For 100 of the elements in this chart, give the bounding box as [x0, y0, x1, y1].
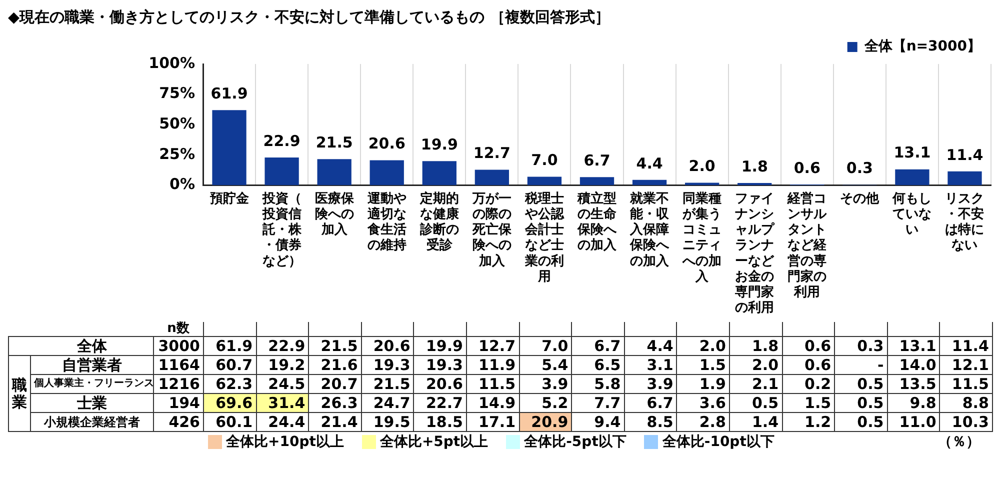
text: 全体比+10pt以上 [226, 433, 344, 451]
text: 全体比+5pt以上 [380, 433, 488, 451]
y2-tick-label: 194 [154, 394, 204, 412]
data-label: 7.0 [531, 151, 558, 170]
data-label: 12.7 [466, 336, 520, 356]
y2-axis-title: n数 [166, 321, 190, 336]
data-label: 9.4 [572, 412, 624, 432]
x-tick-label: 万が一の際の死亡保険への加入 [471, 191, 512, 269]
data-label: 60.1 [204, 412, 256, 432]
data-label: 5.2 [519, 394, 572, 412]
y-tick-label: 全体 [30, 336, 154, 356]
data-label: 21.5 [361, 374, 414, 394]
x-tick-label: 就業不能・収入保障保険への加入 [629, 190, 670, 269]
data-label: 22.9 [263, 132, 300, 150]
data-label: 5.8 [572, 374, 624, 394]
data-label: 1.5 [676, 356, 730, 374]
y-tick-label: 50% [159, 114, 195, 132]
data-label: 20.6 [414, 374, 466, 394]
y2-tick-label: 3000 [154, 336, 204, 356]
data-label: 61.9 [210, 84, 248, 103]
data-label: 0.5 [729, 394, 782, 412]
data-label: 14.9 [466, 394, 520, 412]
data-label: 21.6 [308, 356, 362, 374]
data-label: 11.5 [940, 374, 992, 394]
data-label: 11.4 [946, 146, 984, 164]
data-label: 2.0 [688, 157, 716, 176]
data-label: 3.9 [624, 374, 677, 394]
data-label: 0.5 [834, 394, 888, 412]
y2-tick-label: 1164 [154, 356, 204, 374]
data-label: 0.3 [834, 336, 888, 356]
bar [527, 176, 562, 186]
y-tick-label: 25% [159, 144, 195, 163]
bar [632, 180, 667, 186]
data-label: 18.5 [414, 412, 466, 432]
x-tick-label: リスク・不安は特にない [945, 191, 984, 254]
x-tick-label: ファイナンシャルプランナーなどお金の専門家の利用 [734, 191, 776, 316]
x-tick-label: その他 [840, 191, 880, 206]
bar [370, 160, 404, 186]
x-tick-label: 医療保険への加入 [314, 190, 355, 238]
data-label: 13.1 [887, 336, 940, 356]
bar [474, 170, 510, 186]
data-label: 1.5 [782, 394, 835, 412]
data-label: 5.4 [519, 356, 572, 374]
data-label: 20.6 [361, 336, 414, 356]
x-tick-label: 預貯金 [208, 190, 250, 206]
data-label: 20.9 [519, 412, 572, 432]
text: （％） [938, 433, 980, 451]
data-label: 1.4 [729, 412, 782, 432]
data-label: 24.5 [256, 374, 309, 394]
data-label: 4.4 [636, 154, 663, 172]
data-label: 3.9 [519, 374, 572, 394]
data-label: 19.9 [420, 135, 458, 154]
data-label: 1.2 [782, 412, 835, 432]
data-label: 21.4 [308, 412, 362, 432]
data-label: 6.7 [624, 394, 677, 412]
data-label: 0.3 [846, 159, 873, 178]
y-tick-label: 個人事業主・フリーランス [30, 374, 154, 394]
data-label: 19.3 [414, 356, 466, 374]
data-label: 11.5 [466, 374, 520, 394]
bar [212, 110, 246, 186]
data-label: 11.9 [466, 356, 520, 374]
data-label: 21.5 [308, 336, 362, 356]
text: - [877, 356, 884, 374]
x-tick-label: 投資（投資信託・株・債券など） [261, 191, 302, 269]
data-label: 2.0 [729, 356, 782, 374]
data-label: 0.5 [834, 374, 888, 394]
bar [264, 157, 299, 186]
data-label: 6.7 [572, 336, 624, 356]
data-label: 24.7 [361, 394, 414, 412]
chart-title: ◆現在の職業・働き方としてのリスク・不安に対して準備しているもの ［複数回答形式］ [8, 8, 611, 28]
data-label: 11.4 [940, 336, 992, 356]
data-label: 2.8 [676, 412, 730, 432]
y2-tick-label: 426 [154, 412, 204, 432]
data-label: 0.6 [794, 158, 820, 177]
data-label: 20.6 [368, 134, 406, 153]
data-label: 20.7 [308, 374, 362, 394]
x-tick-label: 何もしていない [892, 191, 932, 238]
data-label: 61.9 [204, 336, 256, 356]
data-label: 11.0 [887, 412, 940, 432]
data-label: 21.5 [316, 134, 353, 152]
data-label: 2.0 [676, 336, 730, 356]
data-label: 19.5 [361, 412, 414, 432]
x-tick-label: 定期的な健康診断の受診 [418, 190, 460, 254]
y-tick-label: 100% [148, 54, 195, 72]
data-label: 31.4 [256, 394, 309, 412]
data-label: 1.8 [729, 336, 782, 356]
data-label: 8.8 [940, 394, 992, 412]
x-tick-label: 税理士や公認会計士など士業の利用 [524, 190, 565, 284]
text: 全体比-5pt以下 [524, 433, 626, 451]
x-tick-label: 積立型の生命保険への加入 [576, 190, 618, 254]
data-label: 10.3 [940, 412, 992, 432]
y2-tick-label: 1216 [154, 374, 204, 394]
bar [422, 161, 456, 186]
data-label: 6.7 [584, 151, 610, 170]
data-label: 0.5 [834, 412, 888, 432]
y-tick-label: 小規模企業経営者 [30, 412, 154, 432]
bar [317, 159, 352, 186]
y-tick-label: 自営業者 [30, 356, 154, 374]
data-label: 2.1 [729, 374, 782, 394]
data-label: 9.8 [887, 394, 940, 412]
